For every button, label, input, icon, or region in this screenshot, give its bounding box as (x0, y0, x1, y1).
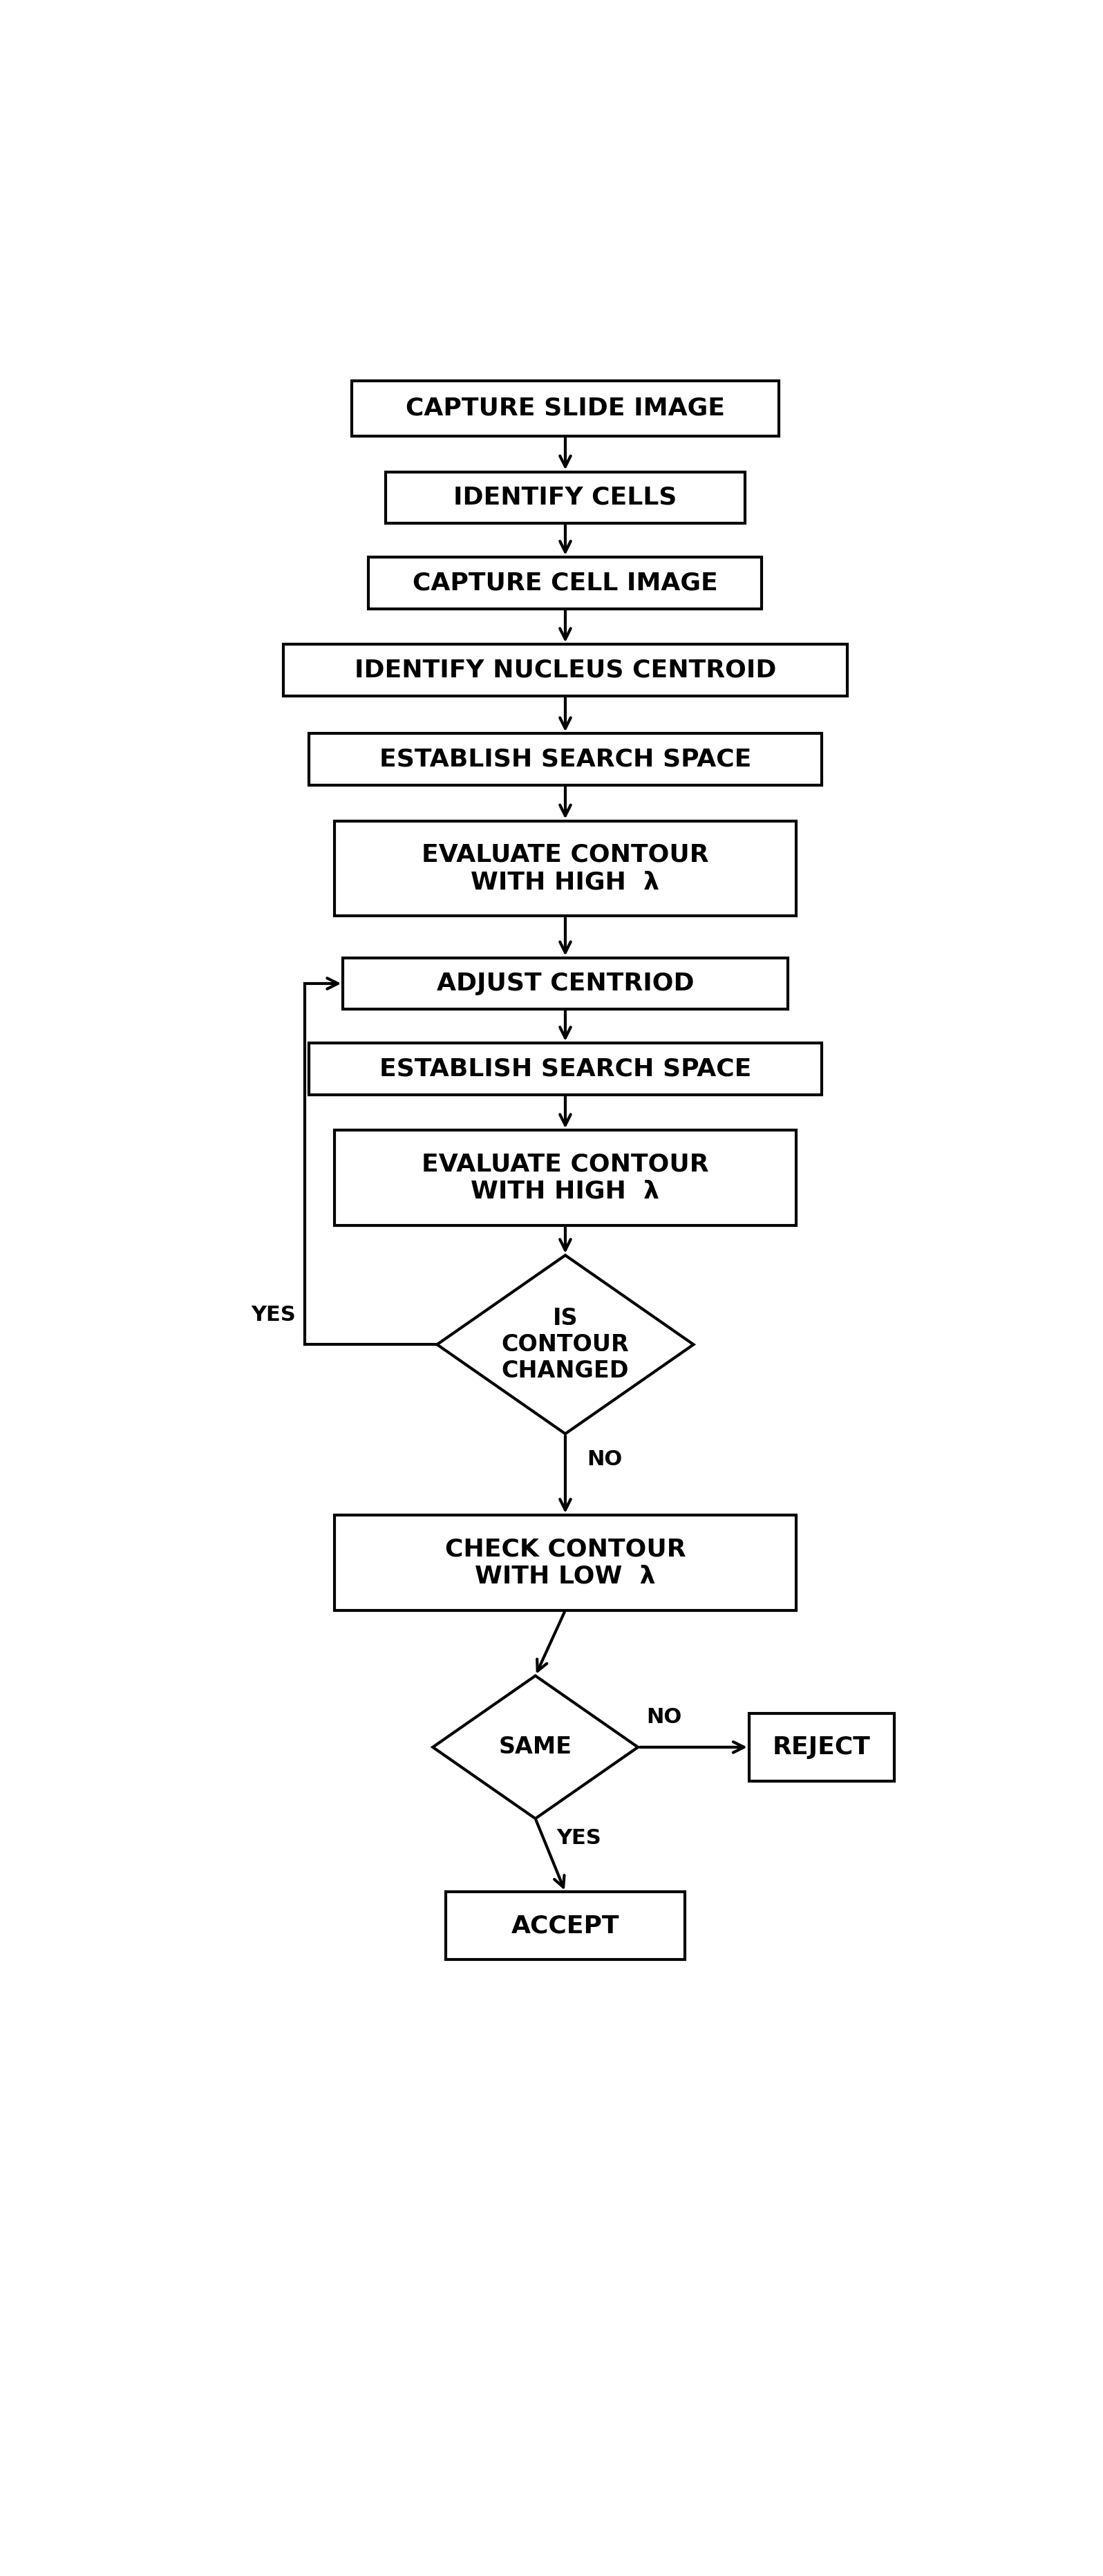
FancyBboxPatch shape (334, 1131, 796, 1226)
Text: CAPTURE SLIDE IMAGE: CAPTURE SLIDE IMAGE (406, 397, 725, 420)
FancyBboxPatch shape (309, 1043, 822, 1095)
Text: IS
CONTOUR
CHANGED: IS CONTOUR CHANGED (502, 1306, 629, 1383)
FancyBboxPatch shape (343, 958, 788, 1010)
Text: EVALUATE CONTOUR
WITH HIGH  λ: EVALUATE CONTOUR WITH HIGH λ (421, 1151, 709, 1203)
FancyBboxPatch shape (386, 471, 745, 523)
FancyBboxPatch shape (368, 556, 762, 608)
Polygon shape (432, 1677, 638, 1819)
FancyBboxPatch shape (283, 644, 847, 696)
Text: IDENTIFY NUCLEUS CENTROID: IDENTIFY NUCLEUS CENTROID (354, 659, 777, 683)
Text: IDENTIFY CELLS: IDENTIFY CELLS (453, 487, 677, 510)
FancyBboxPatch shape (334, 822, 796, 917)
Text: CAPTURE CELL IMAGE: CAPTURE CELL IMAGE (413, 572, 718, 595)
Text: ADJUST CENTRIOD: ADJUST CENTRIOD (437, 971, 694, 994)
Text: ESTABLISH SEARCH SPACE: ESTABLISH SEARCH SPACE (379, 1056, 751, 1079)
Text: EVALUATE CONTOUR
WITH HIGH  λ: EVALUATE CONTOUR WITH HIGH λ (421, 842, 709, 894)
Text: YES: YES (557, 1829, 601, 1850)
FancyBboxPatch shape (352, 381, 779, 435)
Text: CHECK CONTOUR
WITH LOW  λ: CHECK CONTOUR WITH LOW λ (445, 1538, 686, 1587)
Text: YES: YES (251, 1303, 296, 1324)
FancyBboxPatch shape (334, 1515, 796, 1610)
Text: NO: NO (587, 1450, 622, 1471)
Text: REJECT: REJECT (773, 1736, 870, 1759)
FancyBboxPatch shape (749, 1713, 895, 1780)
Polygon shape (437, 1255, 694, 1435)
Text: ACCEPT: ACCEPT (511, 1914, 620, 1937)
Text: NO: NO (646, 1708, 682, 1728)
Text: SAME: SAME (499, 1736, 572, 1759)
FancyBboxPatch shape (309, 734, 822, 786)
FancyBboxPatch shape (446, 1891, 685, 1960)
Text: ESTABLISH SEARCH SPACE: ESTABLISH SEARCH SPACE (379, 747, 751, 770)
